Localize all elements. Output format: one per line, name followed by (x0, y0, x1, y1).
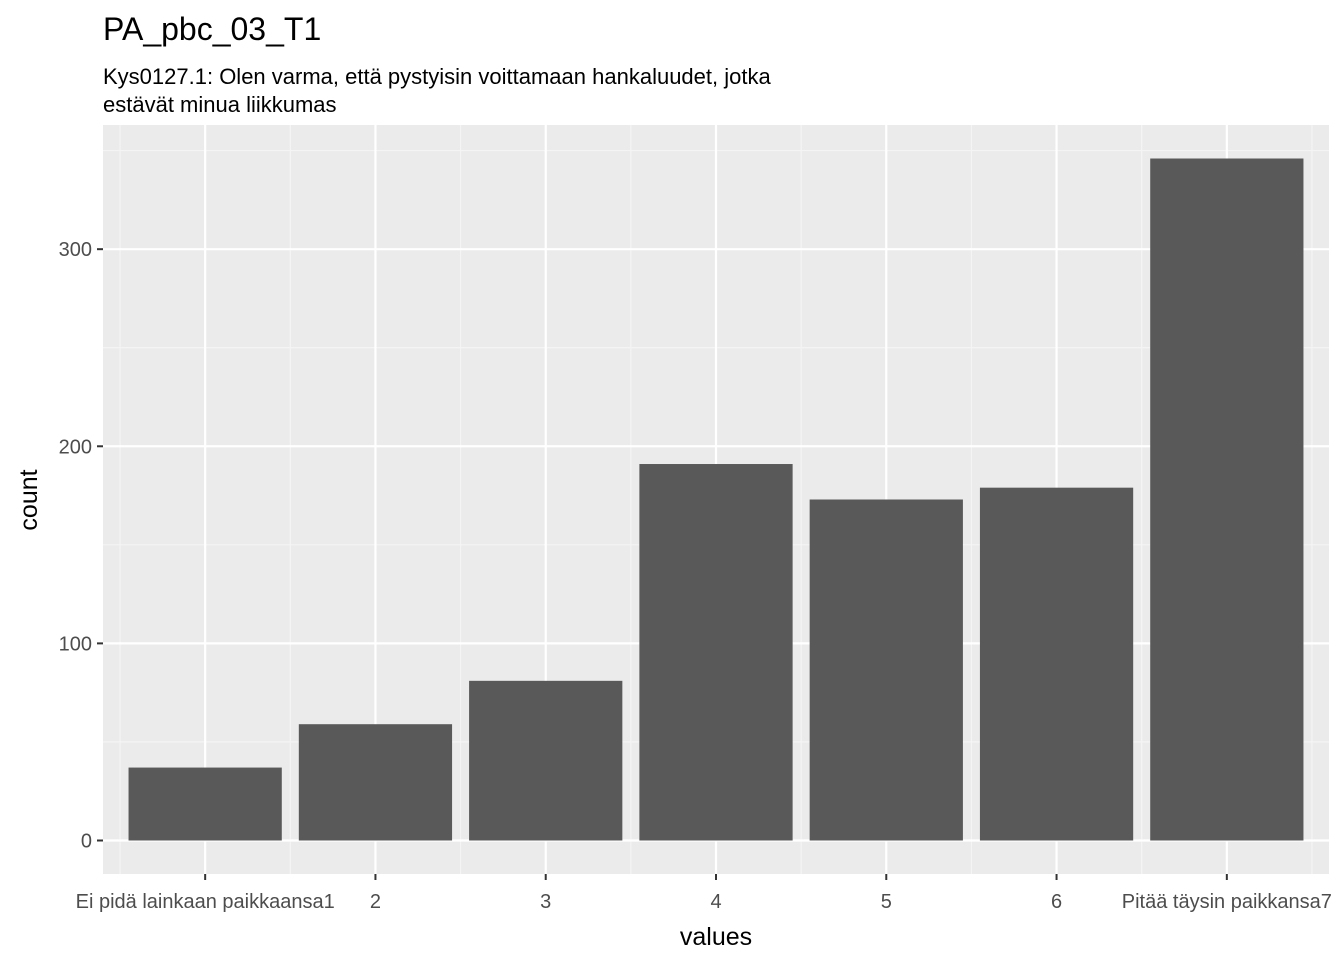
x-tick-label: Ei pidä lainkaan paikkaansa1 (76, 891, 335, 913)
y-tick-label: 200 (59, 436, 92, 458)
y-axis: 0 100 200 300 (59, 239, 103, 852)
x-tick-label: 6 (1051, 891, 1062, 913)
x-tick-label: 2 (370, 891, 381, 913)
y-tick-label: 300 (59, 239, 92, 261)
bars (128, 158, 1304, 841)
x-tick-label: Pitää täysin paikkansa7 (1122, 891, 1332, 913)
chart-subtitle-line-2: estävät minua liikkumas (103, 92, 337, 117)
chart-title: PA_pbc_03_T1 (103, 11, 321, 47)
y-tick-label: 0 (81, 830, 92, 852)
bar (979, 487, 1134, 841)
bar (128, 767, 282, 841)
x-axis-title: values (680, 923, 752, 951)
bar (639, 464, 793, 841)
x-tick-label: 3 (540, 891, 551, 913)
bar (298, 724, 453, 841)
y-tick-label: 100 (59, 633, 92, 655)
chart-subtitle-line-1: Kys0127.1: Olen varma, että pystyisin vo… (103, 64, 771, 89)
bar (1150, 158, 1304, 841)
x-tick-label: 5 (881, 891, 892, 913)
x-axis: Ei pidä lainkaan paikkaansa1 2 3 4 5 6 Pitää t… (76, 874, 1332, 913)
bar (809, 499, 963, 841)
y-axis-title: count (15, 469, 43, 530)
bar (469, 680, 623, 841)
x-tick-label: 4 (710, 891, 721, 913)
